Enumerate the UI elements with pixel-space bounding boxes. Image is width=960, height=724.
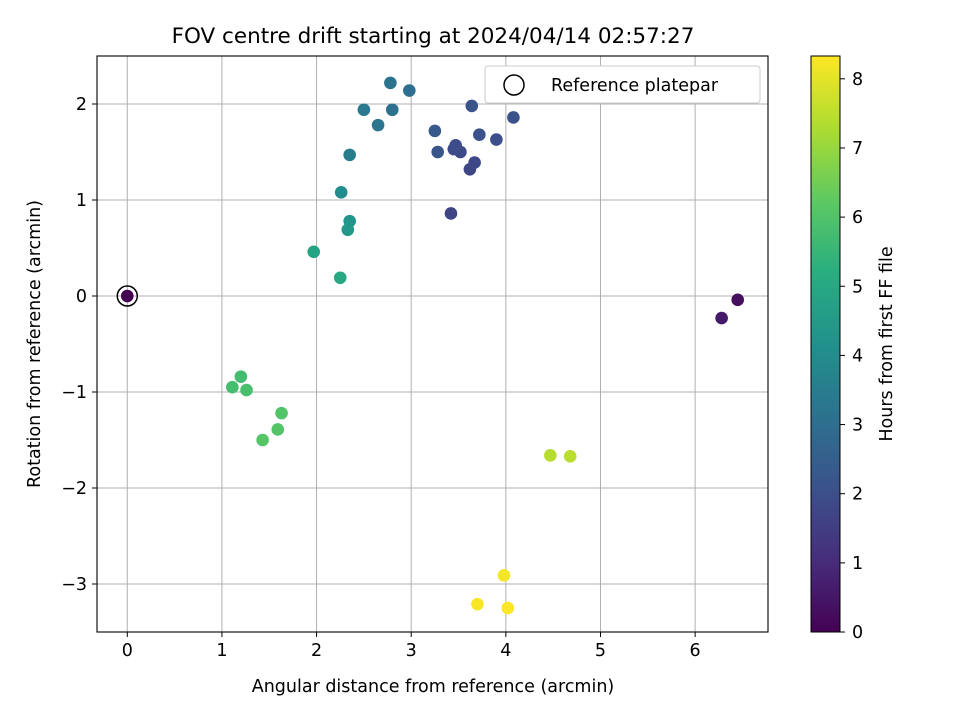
scatter-point bbox=[731, 293, 745, 307]
x-tick-label: 2 bbox=[311, 641, 322, 661]
scatter-point bbox=[271, 423, 285, 436]
y-tick-label: −3 bbox=[61, 575, 87, 595]
scatter-point bbox=[465, 99, 479, 113]
x-axis-label: Angular distance from reference (arcmin) bbox=[252, 677, 615, 697]
colorbar-tick-label: 5 bbox=[852, 277, 863, 297]
scatter-point bbox=[403, 84, 416, 97]
scatter-point bbox=[497, 569, 511, 582]
colorbar-tick-label: 2 bbox=[852, 485, 863, 505]
scatter-point bbox=[343, 148, 356, 162]
y-tick-label: −1 bbox=[61, 383, 87, 403]
x-tick-label: 1 bbox=[216, 641, 227, 661]
scatter-point bbox=[428, 124, 442, 138]
colorbar-tick-label: 3 bbox=[852, 416, 863, 436]
colorbar-tick-label: 1 bbox=[852, 554, 863, 574]
x-tick-label: 3 bbox=[406, 641, 417, 661]
grid-lines bbox=[97, 56, 768, 632]
y-axis-label: Rotation from reference (arcmin) bbox=[25, 200, 45, 488]
colorbar-tick-label: 7 bbox=[852, 139, 863, 159]
scatter-point bbox=[490, 133, 503, 146]
scatter-point bbox=[333, 271, 347, 285]
colorbar: 0 1 2 3 4 5 6 7 8 Hours from first FF file bbox=[810, 55, 897, 643]
plot-background bbox=[97, 56, 768, 632]
y-tick-label: 2 bbox=[76, 95, 87, 115]
scatter-point bbox=[507, 111, 520, 124]
scatter-point bbox=[444, 207, 458, 220]
chart-title: FOV centre drift starting at 2024/04/14 … bbox=[172, 24, 695, 49]
legend-reference-marker bbox=[503, 74, 525, 96]
plot-frame bbox=[96, 55, 769, 633]
colorbar-tick-label: 8 bbox=[852, 70, 863, 90]
scatter-point bbox=[307, 245, 321, 259]
scatter-point bbox=[563, 450, 577, 463]
scatter-point bbox=[240, 383, 253, 397]
legend-entry: Reference platepar bbox=[551, 76, 719, 96]
scatter-point bbox=[385, 103, 399, 117]
scatter-point bbox=[234, 370, 248, 383]
y-tick-label: −2 bbox=[61, 479, 87, 499]
scatter-point bbox=[256, 433, 269, 447]
scatter-point bbox=[468, 156, 481, 169]
scatter-point bbox=[334, 186, 348, 199]
x-tick-label: 4 bbox=[500, 641, 511, 661]
scatter-points bbox=[120, 76, 745, 615]
reference-platepar-marker bbox=[116, 285, 139, 307]
x-tick-label: 5 bbox=[595, 641, 606, 661]
legend: Reference platepar bbox=[484, 65, 761, 104]
colorbar-tick-label: 6 bbox=[852, 208, 863, 228]
scatter-point bbox=[357, 103, 371, 117]
scatter-point bbox=[449, 138, 462, 152]
scatter-point bbox=[275, 406, 288, 420]
scatter-point bbox=[384, 76, 397, 90]
scatter-point bbox=[715, 311, 728, 325]
scatter-point bbox=[471, 597, 484, 611]
colorbar-tick-label: 0 bbox=[852, 623, 863, 643]
y-tick-label: 0 bbox=[76, 287, 87, 307]
legend-box bbox=[484, 65, 761, 104]
y-axis-ticks: −3 −2 −1 0 1 2 bbox=[61, 95, 97, 595]
scatter-point bbox=[120, 289, 134, 303]
colorbar-gradient bbox=[810, 55, 841, 633]
scatter-point bbox=[226, 380, 239, 394]
x-tick-label: 6 bbox=[690, 641, 701, 661]
scatter-point bbox=[473, 128, 486, 142]
colorbar-tick-label: 4 bbox=[852, 346, 863, 366]
colorbar-label: Hours from first FF file bbox=[877, 246, 897, 441]
scatter-point bbox=[544, 449, 557, 462]
scatter-point bbox=[501, 601, 515, 615]
reference-marker-group bbox=[116, 285, 139, 307]
scatter-point bbox=[431, 145, 445, 159]
x-tick-label: 0 bbox=[122, 641, 133, 661]
scatter-point bbox=[371, 118, 385, 132]
y-tick-label: 1 bbox=[76, 191, 87, 211]
x-axis-ticks: 0 1 2 3 4 5 6 bbox=[122, 632, 701, 661]
colorbar-ticks: 0 1 2 3 4 5 6 7 8 bbox=[840, 70, 863, 643]
scatter-point bbox=[341, 223, 355, 237]
